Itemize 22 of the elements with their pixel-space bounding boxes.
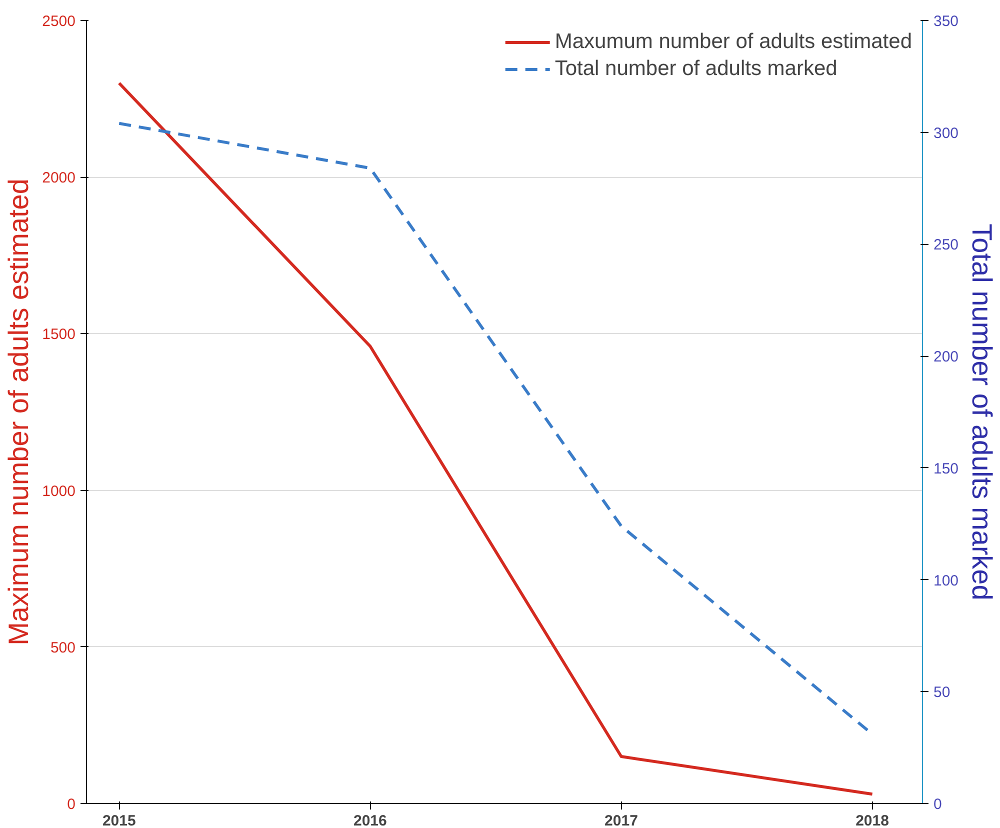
y-tick-label: 500: [50, 639, 76, 656]
y2-tick-label: 300: [934, 124, 959, 142]
y-tick-label: 2500: [42, 13, 76, 30]
y2-tick-label: 200: [934, 348, 959, 366]
y-axis-title: Maximum number of adults estimated: [3, 178, 34, 646]
legend-label: Total number of adults marked: [554, 57, 838, 81]
y2-tick-label: 150: [934, 460, 959, 478]
y-tick-label: 1500: [42, 326, 76, 344]
y2-tick-label: 250: [934, 236, 959, 254]
y2-axis-title: Total number of adults marked: [966, 224, 998, 600]
x-tick-label: 2016: [354, 812, 387, 828]
y-tick-label: 0: [67, 796, 76, 813]
y2-tick-label: 100: [934, 572, 959, 590]
y2-tick-label: 350: [934, 13, 959, 30]
y2-tick-label: 50: [934, 684, 950, 702]
y-tick-label: 1000: [42, 482, 76, 500]
y-tick-label: 2000: [42, 170, 76, 187]
x-tick-label: 2017: [604, 812, 638, 828]
x-tick-label: 2018: [856, 812, 889, 828]
x-tick-label: 2015: [102, 812, 136, 828]
legend-label: Maxumum number of adults estimated: [554, 30, 912, 54]
y2-tick-label: 0: [934, 796, 942, 813]
